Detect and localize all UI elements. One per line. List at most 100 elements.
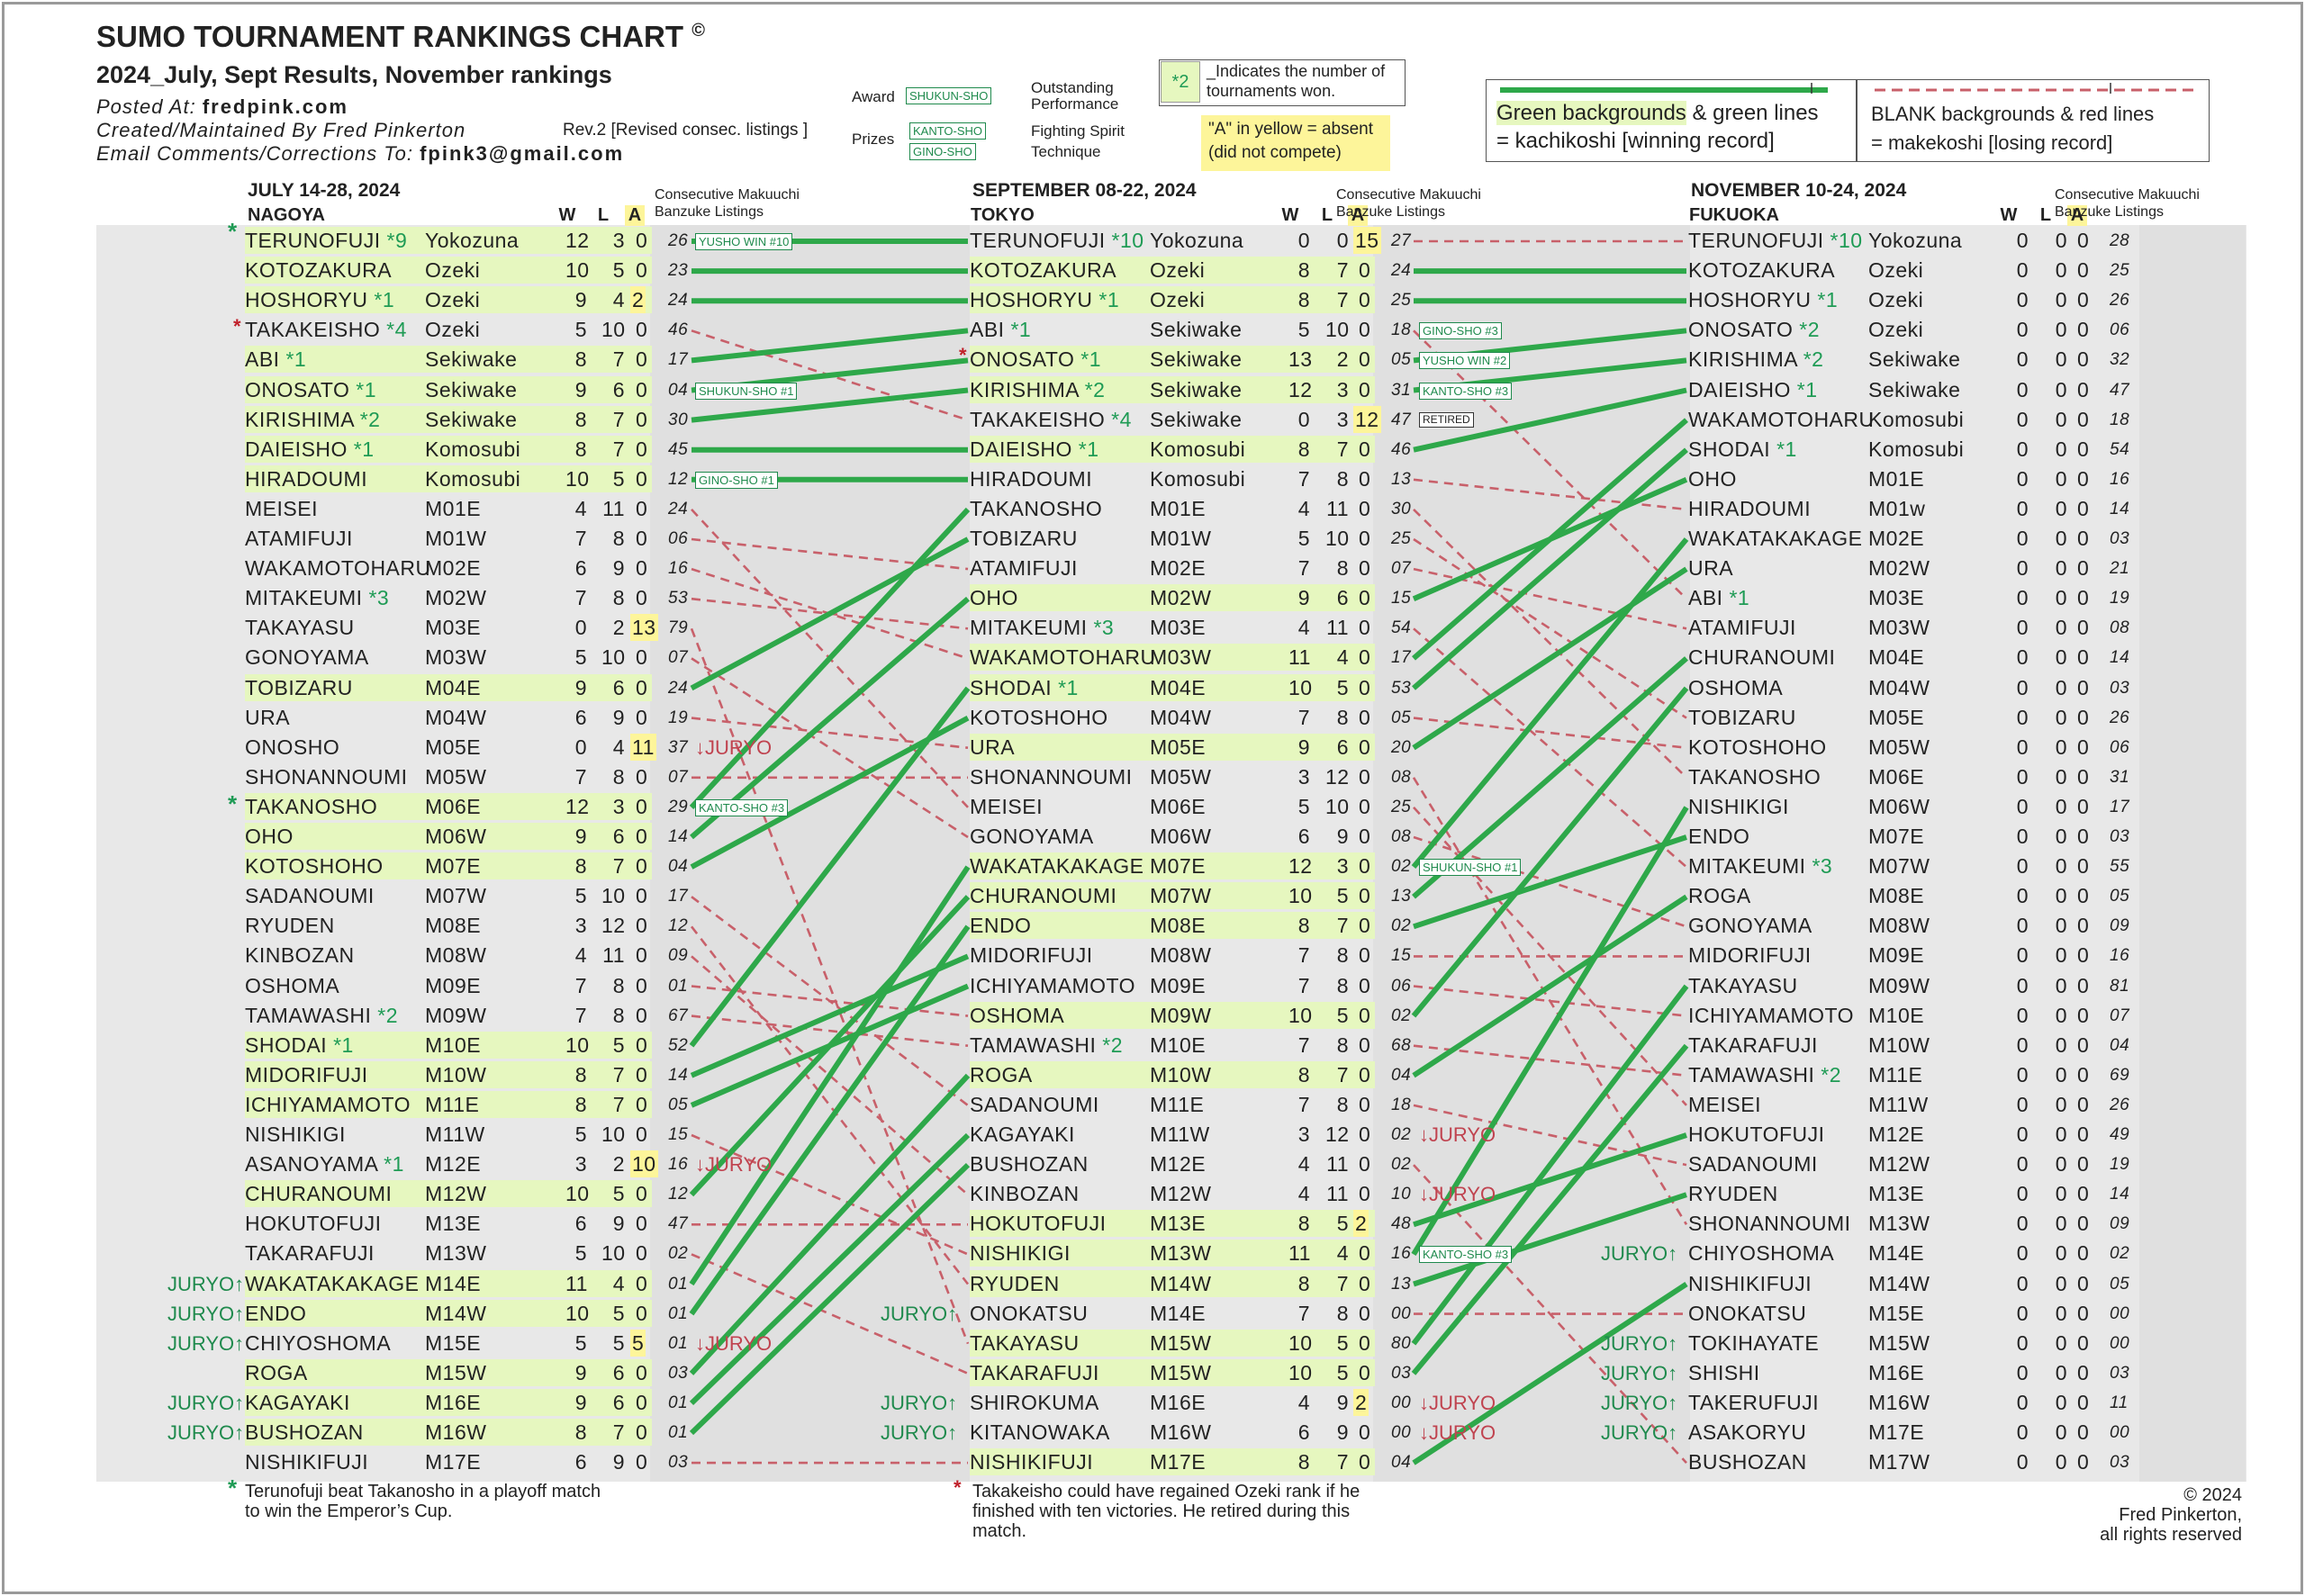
losses: 4 xyxy=(612,735,625,759)
wins: 5 xyxy=(1297,318,1310,342)
consec-listings: 01 xyxy=(668,1274,689,1294)
kachikoshi-highlight xyxy=(970,644,1375,672)
absent: 0 xyxy=(636,645,648,670)
sept-row: KOTOZAKURA Ozeki 8 7 0 24 xyxy=(0,257,2305,284)
wins: 10 xyxy=(565,466,590,491)
july-row: RYUDEN M08E 3 12 0 12 xyxy=(0,912,2305,938)
tournament-wins-count: *2 xyxy=(371,1003,399,1027)
wins: 8 xyxy=(574,1420,587,1444)
consec-listings: 30 xyxy=(668,410,689,429)
line-legend-divider xyxy=(1856,79,1858,162)
red-legend-text1: BLANK backgrounds & red lines xyxy=(1871,103,2155,125)
losses: 7 xyxy=(612,347,625,372)
absent: 15 xyxy=(1353,227,1381,254)
gap-july-sept xyxy=(650,225,970,1482)
july-row: ATAMIFUJI M01W 7 8 0 06 xyxy=(0,525,2305,551)
wrestler-name: HIRADOUMI xyxy=(245,466,368,491)
absent: 0 xyxy=(636,258,648,283)
july-row: KOTOSHOHO M07E 8 7 0 04 xyxy=(0,852,2305,880)
tournament-wins-count: *1 xyxy=(377,1152,404,1177)
wins: 5 xyxy=(574,1123,587,1146)
kachikoshi-line xyxy=(690,537,970,691)
consec-listings: 17 xyxy=(1391,648,1412,668)
kachikoshi-highlight xyxy=(245,1180,652,1208)
losses: 7 xyxy=(612,407,625,431)
sept-row: TAKAKEISHO *4 Sekiwake 0 3 12 47 xyxy=(0,405,2305,433)
rank: M01E xyxy=(425,496,482,520)
kachikoshi-highlight xyxy=(970,286,1375,314)
consec-listings: 17 xyxy=(668,350,689,370)
kachikoshi-line xyxy=(1411,984,1689,1346)
consec-listings: 01 xyxy=(668,976,689,996)
july-row: ONOSATO *1 Sekiwake 9 6 0 04 xyxy=(0,375,2305,403)
consec-listings: 12 xyxy=(668,469,689,489)
consec-listings: 02 xyxy=(668,1244,689,1264)
kachikoshi-line xyxy=(691,328,969,364)
july-consec-head: Consecutive Makuuchi Banzuke Listings xyxy=(655,187,800,220)
wrestler-name: BUSHOZAN xyxy=(245,1420,364,1444)
losses: 2 xyxy=(612,616,625,640)
sept-consec-head: Consecutive Makuuchi Banzuke Listings xyxy=(1336,187,1481,220)
prizes-label: Prizes xyxy=(852,131,895,148)
kachikoshi-line xyxy=(1411,537,1689,870)
wins: 9 xyxy=(574,377,587,401)
losses: 6 xyxy=(612,675,625,699)
july-row: MEISEI M01E 4 11 0 24 xyxy=(0,495,2305,521)
consec-listings: 07 xyxy=(1391,559,1412,579)
wins: 4 xyxy=(574,496,587,520)
absent: 0 xyxy=(636,586,648,610)
tournament-wins-count: *3 xyxy=(1087,616,1115,640)
prize-tag: KANTO-SHO #3 xyxy=(695,798,789,816)
absent: 0 xyxy=(636,1450,648,1474)
july-row: ENDO M14W 10 5 0 01 xyxy=(0,1299,2305,1327)
absent: 0 xyxy=(636,675,648,699)
rank: Komosubi xyxy=(425,437,521,461)
nov-consec-head: Consecutive Makuuchi Banzuke Listings xyxy=(2055,187,2200,220)
rank: M09W xyxy=(425,1003,487,1027)
rank: M03E xyxy=(425,616,482,640)
absent: 0 xyxy=(636,1062,648,1087)
prize-tag: KANTO-SHO #3 xyxy=(1419,1246,1513,1264)
rank: M11W xyxy=(425,1123,485,1146)
sept-a-head: A xyxy=(1348,205,1368,226)
kachikoshi-line xyxy=(1412,566,1688,751)
losses: 5 xyxy=(612,466,625,491)
absent: 0 xyxy=(636,466,648,491)
kachikoshi-highlight xyxy=(245,464,652,492)
green-legend-text2: = kachikoshi [winning record] xyxy=(1496,129,1775,153)
consec-listings: 24 xyxy=(1391,261,1412,281)
wrestler-name: TAMAWASHI *2 xyxy=(245,1003,399,1027)
rank: M02E xyxy=(1150,556,1207,581)
kachikoshi-line xyxy=(1412,418,1688,661)
wrestler-name: SHONANNOUMI xyxy=(245,764,408,789)
absent: 5 xyxy=(630,1329,646,1357)
rank: Yokozuna xyxy=(1150,229,1244,252)
absent: 0 xyxy=(636,527,648,550)
consec-listings: 46 xyxy=(668,320,689,340)
losses: 5 xyxy=(612,1032,625,1057)
consec-listings: 45 xyxy=(668,439,689,459)
tournament-wins-count: *3 xyxy=(362,586,390,610)
rank: Ozeki xyxy=(425,258,481,283)
kachikoshi-highlight xyxy=(245,405,652,433)
juryo-up-marker: JURYO↑ xyxy=(1601,1421,1678,1444)
july-row: TERUNOFUJI *9 Yokozuna 12 3 0 26 xyxy=(0,227,2305,254)
absent: 0 xyxy=(636,1390,648,1414)
wrestler-name: OSHOMA xyxy=(245,973,340,997)
wrestler-name: WAKAMOTOHARU xyxy=(970,645,1156,670)
consec-listings: 30 xyxy=(1391,499,1412,518)
prize-tag: GINO-SHO #3 xyxy=(1419,322,1502,340)
wins: 7 xyxy=(574,527,587,550)
wrestler-name: ATAMIFUJI xyxy=(245,527,353,550)
takanosho-star: * xyxy=(228,790,238,817)
wrestler-name: TOBIZARU xyxy=(970,527,1078,550)
rank: Sekiwake xyxy=(1150,318,1243,342)
wins: 12 xyxy=(1288,377,1313,401)
makekoshi-line xyxy=(1413,627,1687,869)
losses: 8 xyxy=(612,973,625,997)
consec-listings: 04 xyxy=(668,857,689,877)
juryo-down-marker: ↓JURYO xyxy=(1419,1391,1496,1414)
absent: 13 xyxy=(630,614,658,642)
gino-desc: Technique xyxy=(1031,143,1101,160)
